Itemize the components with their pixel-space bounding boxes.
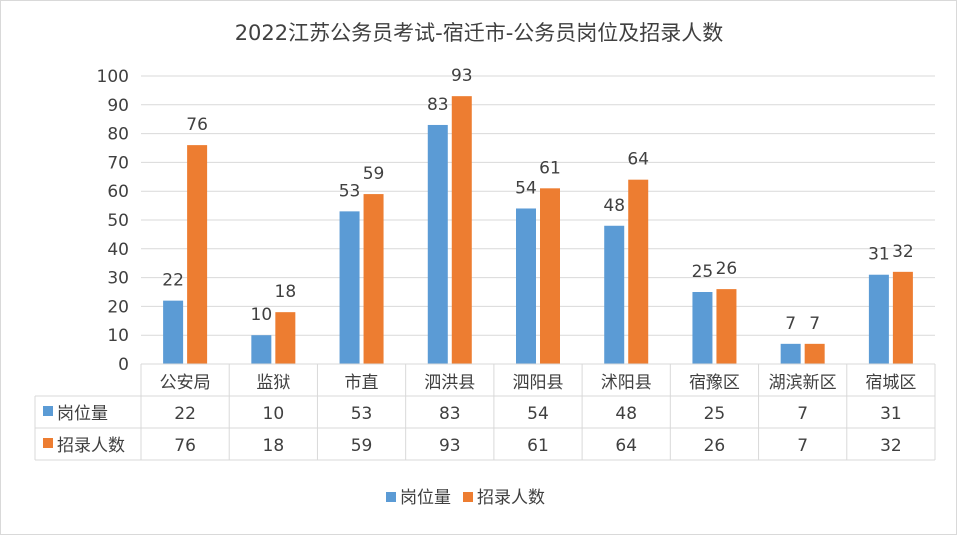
category-label: 市直 xyxy=(345,373,379,393)
category-label: 沭阳县 xyxy=(601,373,652,393)
bar-positions xyxy=(868,274,889,364)
table-cell: 53 xyxy=(351,404,373,424)
table-cell: 32 xyxy=(880,436,902,456)
bar-recruits xyxy=(716,289,737,364)
data-label: 64 xyxy=(627,150,649,170)
data-label: 7 xyxy=(785,314,796,334)
category-label: 公安局 xyxy=(160,373,211,393)
y-tick-label: 30 xyxy=(107,269,129,289)
data-label: 93 xyxy=(451,66,473,86)
bar-positions xyxy=(780,343,801,364)
bar-positions xyxy=(163,300,184,364)
table-cell: 59 xyxy=(351,436,373,456)
y-tick-label: 70 xyxy=(107,153,129,173)
bar-recruits xyxy=(628,179,649,364)
bar-positions xyxy=(604,225,625,364)
data-label: 10 xyxy=(251,305,273,325)
data-label: 53 xyxy=(339,181,361,201)
data-label: 48 xyxy=(603,196,625,216)
data-label: 59 xyxy=(363,164,385,184)
data-labels: 22 10 53 83 54 48 25 7 31 76 18 59 93 61 64 26 7 32 xyxy=(162,66,913,334)
data-label: 61 xyxy=(539,158,561,178)
bars xyxy=(163,96,913,365)
bar-recruits xyxy=(363,194,384,364)
data-label: 18 xyxy=(275,282,297,302)
table-cell: 31 xyxy=(880,404,902,424)
y-tick-label: 80 xyxy=(107,125,129,145)
table-cell: 76 xyxy=(174,436,196,456)
category-label: 泗洪县 xyxy=(424,373,475,393)
legend: 岗位量 招录人数 xyxy=(386,488,545,508)
table-cell: 93 xyxy=(439,436,461,456)
data-label: 83 xyxy=(427,95,449,115)
y-tick-label: 0 xyxy=(118,355,129,375)
data-label: 25 xyxy=(692,262,714,282)
table-cell: 26 xyxy=(704,436,726,456)
y-tick-label: 40 xyxy=(107,240,129,260)
bar-recruits xyxy=(804,343,825,364)
y-tick-label: 10 xyxy=(107,326,129,346)
table-cell: 25 xyxy=(704,404,726,424)
bar-recruits xyxy=(451,96,472,364)
legend-label: 岗位量 xyxy=(400,488,451,508)
y-tick-label: 50 xyxy=(107,211,129,231)
table-cell: 64 xyxy=(615,436,637,456)
data-label: 22 xyxy=(162,271,184,291)
bar-recruits xyxy=(187,145,208,364)
table-cell: 61 xyxy=(527,436,549,456)
y-tick-label: 20 xyxy=(107,297,129,317)
table-legend-key xyxy=(43,438,53,448)
data-label: 31 xyxy=(868,245,890,265)
category-label: 监狱 xyxy=(256,373,290,393)
table-cell: 48 xyxy=(615,404,637,424)
table-cell: 54 xyxy=(527,404,549,424)
legend-label: 招录人数 xyxy=(477,488,545,508)
bar-positions xyxy=(427,124,448,365)
table-cell: 7 xyxy=(797,404,808,424)
bar-positions xyxy=(339,211,360,364)
category-label: 宿豫区 xyxy=(689,373,740,393)
data-label: 76 xyxy=(186,115,208,135)
bar-recruits xyxy=(892,271,913,364)
category-label: 泗阳县 xyxy=(513,373,564,393)
category-label: 湖滨新区 xyxy=(769,373,837,393)
legend-key xyxy=(463,492,473,502)
bar-positions xyxy=(692,292,713,364)
table-series-name: 岗位量 xyxy=(57,404,108,424)
gridlines xyxy=(141,75,935,336)
chart-title: 2022江苏公务员考试-宿迁市-公务员岗位及招录人数 xyxy=(235,21,724,45)
data-label: 54 xyxy=(515,178,537,198)
table-legend-key xyxy=(43,406,53,416)
bar-recruits xyxy=(540,188,560,364)
bar-recruits xyxy=(275,312,296,364)
data-label: 7 xyxy=(809,314,820,334)
y-tick-label: 60 xyxy=(107,182,129,202)
legend-key xyxy=(386,492,396,502)
y-axis-ticks: 0 10 20 30 40 50 60 70 80 90 100 xyxy=(97,67,129,375)
bar-positions xyxy=(516,208,536,364)
table-cell: 10 xyxy=(263,404,285,424)
y-tick-label: 100 xyxy=(97,67,129,87)
table-cell: 7 xyxy=(797,436,808,456)
y-tick-label: 90 xyxy=(107,96,129,116)
data-label: 26 xyxy=(716,259,738,279)
category-label: 宿城区 xyxy=(865,373,916,393)
table-cell: 18 xyxy=(263,436,285,456)
bar-positions xyxy=(251,335,272,364)
table-cell: 83 xyxy=(439,404,461,424)
table-series-name: 招录人数 xyxy=(57,436,125,456)
data-label: 32 xyxy=(892,242,914,262)
table-cell: 22 xyxy=(174,404,196,424)
